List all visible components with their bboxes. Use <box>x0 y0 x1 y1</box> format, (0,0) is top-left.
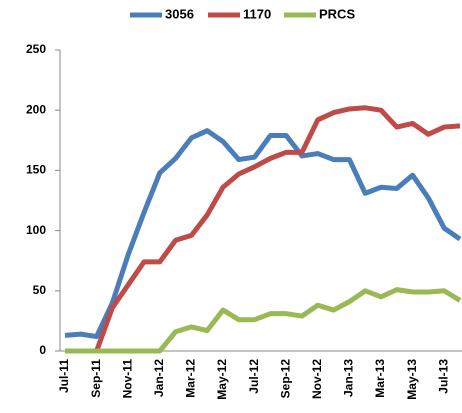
x-tick-label: Jul-12 <box>247 359 261 394</box>
y-tick-label: 150 <box>26 163 46 177</box>
series-line <box>65 105 461 354</box>
x-tick-label: Jan-12 <box>152 359 166 397</box>
legend-label: 3056 <box>165 6 194 21</box>
x-tick-label: Jan-13 <box>342 359 356 397</box>
x-tick-label: Jul-11 <box>57 359 71 393</box>
x-tick-label: Sep-11 <box>89 359 103 398</box>
legend-label: 1170 <box>243 6 271 21</box>
series-line <box>65 287 462 354</box>
x-tick-label: Sep-12 <box>278 359 292 399</box>
x-tick-label: Mar-12 <box>184 359 198 398</box>
x-tick-label: Nov-12 <box>310 359 324 399</box>
x-tick-label: May-13 <box>405 359 419 400</box>
y-tick-label: 200 <box>26 102 46 116</box>
y-tick-label: 250 <box>26 42 46 56</box>
x-tick-label: Jul-13 <box>436 359 450 394</box>
y-tick-label: 50 <box>33 283 47 297</box>
x-tick-label: Nov-11 <box>120 359 134 399</box>
y-tick-label: 0 <box>39 343 46 357</box>
x-tick-label: Mar-13 <box>373 359 387 398</box>
series-line <box>64 128 462 340</box>
legend-label: PRCS <box>319 6 355 21</box>
x-tick-label: May-12 <box>215 359 229 400</box>
y-tick-label: 100 <box>26 223 46 237</box>
